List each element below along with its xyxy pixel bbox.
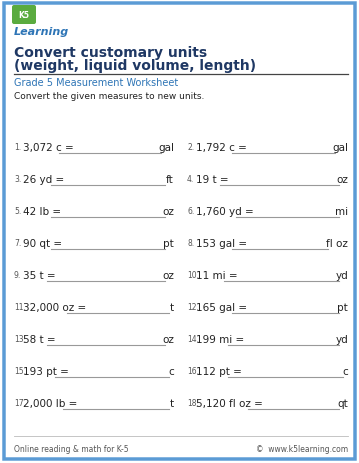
Text: Grade 5 Measurement Worksheet: Grade 5 Measurement Worksheet bbox=[14, 78, 178, 88]
Text: 165 gal =: 165 gal = bbox=[196, 302, 247, 313]
Text: 16.: 16. bbox=[187, 366, 199, 375]
Text: 199 mi =: 199 mi = bbox=[196, 334, 244, 344]
Text: Convert the given measures to new units.: Convert the given measures to new units. bbox=[14, 92, 204, 101]
Text: (weight, liquid volume, length): (weight, liquid volume, length) bbox=[14, 59, 256, 73]
Text: pt: pt bbox=[337, 302, 348, 313]
Text: 19 t =: 19 t = bbox=[196, 175, 229, 185]
Text: yd: yd bbox=[335, 334, 348, 344]
Text: 8.: 8. bbox=[187, 238, 194, 247]
Text: 2,000 lb =: 2,000 lb = bbox=[23, 398, 78, 408]
Text: mi: mi bbox=[335, 206, 348, 217]
Text: c: c bbox=[168, 366, 174, 376]
Text: oz: oz bbox=[336, 175, 348, 185]
Text: gal: gal bbox=[158, 143, 174, 153]
Text: 3,072 c =: 3,072 c = bbox=[23, 143, 74, 153]
Text: ©  www.k5learning.com: © www.k5learning.com bbox=[256, 444, 348, 453]
Text: 1.: 1. bbox=[14, 143, 21, 152]
Text: 11 mi =: 11 mi = bbox=[196, 270, 238, 281]
Text: 13.: 13. bbox=[14, 334, 26, 343]
Text: t: t bbox=[170, 398, 174, 408]
FancyBboxPatch shape bbox=[12, 6, 36, 25]
Text: 193 pt =: 193 pt = bbox=[23, 366, 69, 376]
Text: 58 t =: 58 t = bbox=[23, 334, 56, 344]
Text: 153 gal =: 153 gal = bbox=[196, 238, 247, 249]
Text: 6.: 6. bbox=[187, 206, 194, 216]
Text: 2.: 2. bbox=[187, 143, 194, 152]
Text: 4.: 4. bbox=[187, 175, 194, 184]
Text: 17.: 17. bbox=[14, 398, 26, 407]
Text: 26 yd =: 26 yd = bbox=[23, 175, 64, 185]
Text: 10.: 10. bbox=[187, 270, 199, 279]
Text: qt: qt bbox=[337, 398, 348, 408]
Text: fl oz: fl oz bbox=[326, 238, 348, 249]
Text: 12.: 12. bbox=[187, 302, 199, 311]
Text: c: c bbox=[342, 366, 348, 376]
FancyBboxPatch shape bbox=[4, 4, 355, 459]
Text: t: t bbox=[170, 302, 174, 313]
Text: 15.: 15. bbox=[14, 366, 26, 375]
Text: 35 t =: 35 t = bbox=[23, 270, 56, 281]
Text: yd: yd bbox=[335, 270, 348, 281]
Text: ft: ft bbox=[166, 175, 174, 185]
Text: 112 pt =: 112 pt = bbox=[196, 366, 242, 376]
Text: Online reading & math for K-5: Online reading & math for K-5 bbox=[14, 444, 129, 453]
Text: K5: K5 bbox=[19, 12, 29, 20]
Text: 7.: 7. bbox=[14, 238, 21, 247]
Text: Convert customary units: Convert customary units bbox=[14, 46, 207, 60]
Text: 1,792 c =: 1,792 c = bbox=[196, 143, 247, 153]
Text: 32,000 oz =: 32,000 oz = bbox=[23, 302, 86, 313]
Text: 9.: 9. bbox=[14, 270, 21, 279]
Text: oz: oz bbox=[162, 334, 174, 344]
Text: 90 qt =: 90 qt = bbox=[23, 238, 62, 249]
Text: 42 lb =: 42 lb = bbox=[23, 206, 61, 217]
Text: 18.: 18. bbox=[187, 398, 199, 407]
Text: 14.: 14. bbox=[187, 334, 199, 343]
Text: oz: oz bbox=[162, 206, 174, 217]
Text: 5.: 5. bbox=[14, 206, 21, 216]
Text: 5,120 fl oz =: 5,120 fl oz = bbox=[196, 398, 263, 408]
Text: 3.: 3. bbox=[14, 175, 21, 184]
Text: oz: oz bbox=[162, 270, 174, 281]
Text: gal: gal bbox=[332, 143, 348, 153]
Text: Learning: Learning bbox=[14, 27, 69, 37]
Text: 1,760 yd =: 1,760 yd = bbox=[196, 206, 254, 217]
Text: pt: pt bbox=[163, 238, 174, 249]
Text: 11.: 11. bbox=[14, 302, 26, 311]
